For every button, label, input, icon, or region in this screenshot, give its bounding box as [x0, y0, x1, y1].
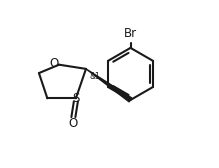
- Text: O: O: [69, 117, 78, 130]
- Polygon shape: [86, 69, 132, 102]
- Text: O: O: [50, 57, 59, 70]
- Text: &1: &1: [89, 72, 100, 81]
- Text: Br: Br: [124, 27, 137, 40]
- Text: S: S: [72, 92, 79, 105]
